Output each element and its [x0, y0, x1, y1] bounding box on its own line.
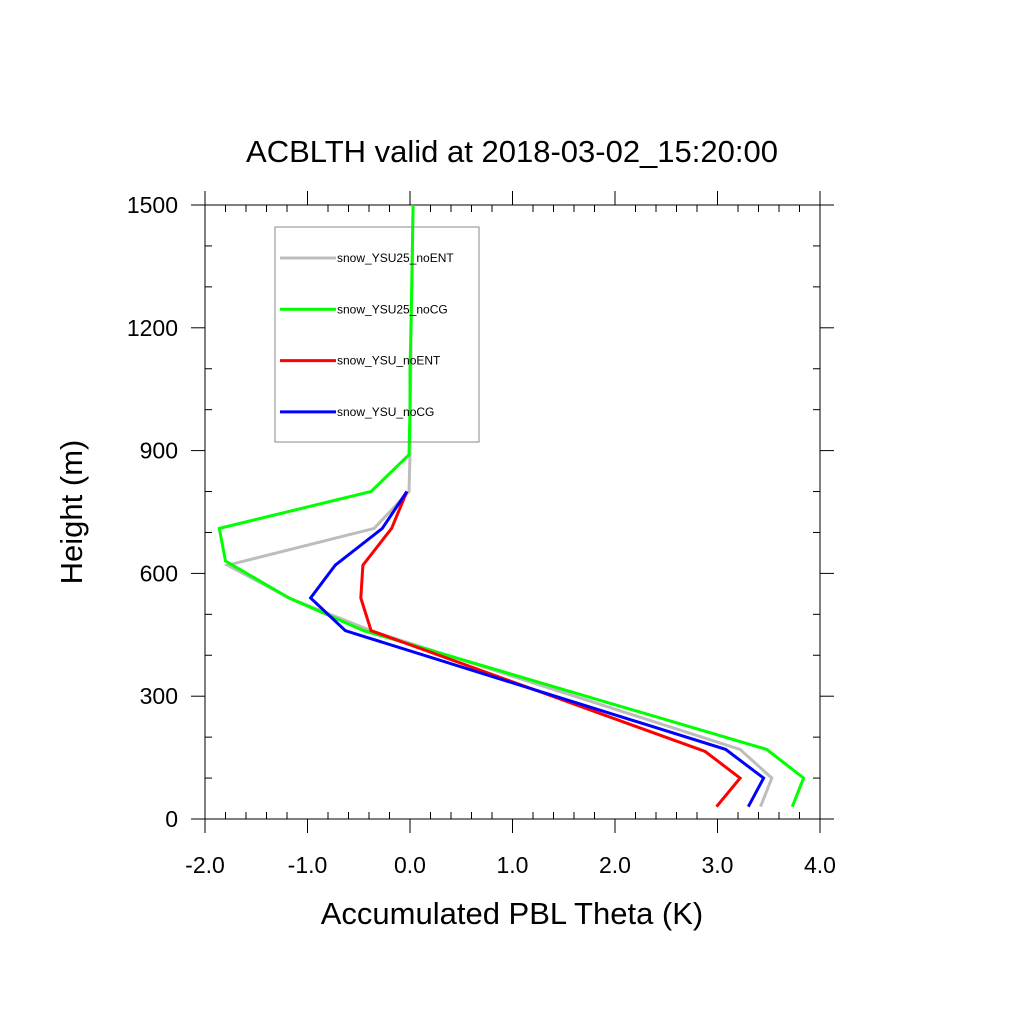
x-tick-label: 3.0 — [702, 852, 734, 878]
x-tick-label: -2.0 — [185, 852, 225, 878]
tick-labels: -2.0 -1.0 0.0 1.0 2.0 3.0 4.0 0 300 600 900 1200 150… — [127, 192, 836, 878]
legend-label: snow_YSU_noCG — [337, 405, 434, 419]
axis-ticks — [191, 191, 834, 833]
series-line-snow_YSU_noCG — [308, 490, 766, 808]
x-tick-label: 1.0 — [497, 852, 529, 878]
plot-border — [204, 204, 821, 820]
y-tick-label: 1200 — [127, 315, 178, 341]
x-axis-label: Accumulated PBL Theta (K) — [321, 896, 704, 931]
legend-label: snow_YSU_noENT — [337, 354, 441, 368]
y-tick-label: 600 — [140, 560, 178, 586]
series-line-snow_YSU_noENT — [359, 490, 743, 808]
series-lines — [217, 204, 806, 808]
y-tick-label: 1500 — [127, 192, 178, 218]
x-tick-label: 0.0 — [394, 852, 426, 878]
plot-frame — [204, 204, 821, 820]
x-tick-label: 2.0 — [599, 852, 631, 878]
legend-box — [274, 226, 480, 443]
x-tick-label: 4.0 — [804, 852, 836, 878]
series-line-snow_YSU25_noCG — [217, 204, 806, 808]
y-axis-label: Height (m) — [54, 440, 89, 585]
legend-label: snow_YSU25_noENT — [337, 251, 454, 265]
chart-title: ACBLTH valid at 2018-03-02_15:20:00 — [246, 134, 778, 169]
legend-label: snow_YSU25_noCG — [337, 302, 448, 316]
legend: snow_YSU25_noENT snow_YSU25_noCG snow_YSU_… — [274, 226, 480, 443]
y-tick-label: 300 — [140, 683, 178, 709]
x-tick-label: -1.0 — [288, 852, 328, 878]
y-tick-label: 900 — [140, 438, 178, 464]
y-tick-label: 0 — [165, 806, 178, 832]
